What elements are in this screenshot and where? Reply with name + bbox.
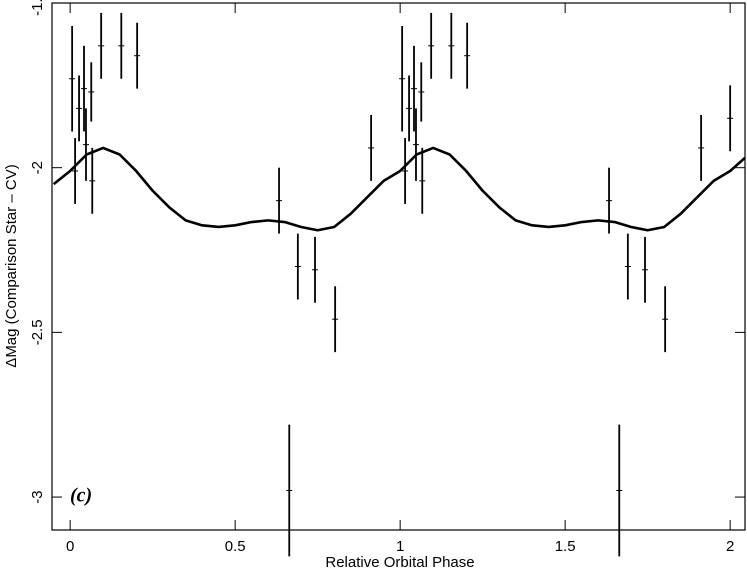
error-bar-point bbox=[412, 108, 419, 181]
error-bar-point bbox=[448, 12, 455, 79]
error-bar-point bbox=[624, 233, 631, 300]
error-bar-point bbox=[332, 286, 339, 353]
error-bar-point bbox=[418, 62, 425, 122]
x-tick-label: 0 bbox=[66, 538, 74, 555]
error-bar-point bbox=[411, 45, 418, 132]
x-tick-label: 1.5 bbox=[555, 538, 576, 555]
y-axis-label: ΔMag (Comparison Star – CV) bbox=[3, 164, 20, 367]
error-bar-point bbox=[89, 147, 96, 214]
error-bar-point bbox=[69, 26, 76, 132]
error-bar-point bbox=[88, 62, 95, 122]
error-bar-point bbox=[606, 167, 613, 234]
error-bar-point bbox=[406, 75, 413, 142]
error-bar-point bbox=[399, 26, 406, 132]
error-bar-point bbox=[118, 12, 125, 79]
x-tick-label: 2 bbox=[726, 538, 734, 555]
model-curve bbox=[52, 146, 746, 232]
y-tick-label: -1.5 bbox=[29, 0, 46, 16]
error-bar-point bbox=[312, 236, 319, 303]
error-bar-point bbox=[134, 22, 141, 89]
plot-frame bbox=[51, 2, 746, 531]
error-bar-point bbox=[76, 75, 83, 142]
error-bar-point bbox=[276, 167, 283, 234]
x-tick-label: 0.5 bbox=[225, 538, 246, 555]
error-bar-point bbox=[81, 45, 88, 132]
y-tick-label: -2.5 bbox=[29, 319, 46, 345]
error-bar-point bbox=[368, 114, 375, 181]
error-bar-point bbox=[662, 286, 669, 353]
error-bar-point bbox=[419, 147, 426, 214]
error-bar-point bbox=[428, 12, 435, 79]
error-bar-point bbox=[642, 236, 649, 303]
x-axis-label: Relative Orbital Phase bbox=[325, 554, 474, 571]
error-bar-point bbox=[98, 12, 105, 79]
x-tick-label: 1 bbox=[396, 538, 404, 555]
error-bar-point bbox=[72, 138, 79, 204]
error-bar-point bbox=[727, 85, 734, 152]
error-bar-point bbox=[402, 138, 409, 204]
error-bar-point bbox=[464, 22, 471, 89]
error-bar-point bbox=[616, 424, 623, 557]
error-bar-point bbox=[82, 108, 89, 181]
error-bar-point bbox=[698, 114, 705, 181]
error-bar-point bbox=[286, 424, 293, 557]
y-tick-label: -3 bbox=[29, 490, 46, 503]
y-tick-label: -2 bbox=[29, 161, 46, 174]
error-bar-point bbox=[294, 233, 301, 300]
panel-annotation: (c) bbox=[70, 485, 92, 507]
